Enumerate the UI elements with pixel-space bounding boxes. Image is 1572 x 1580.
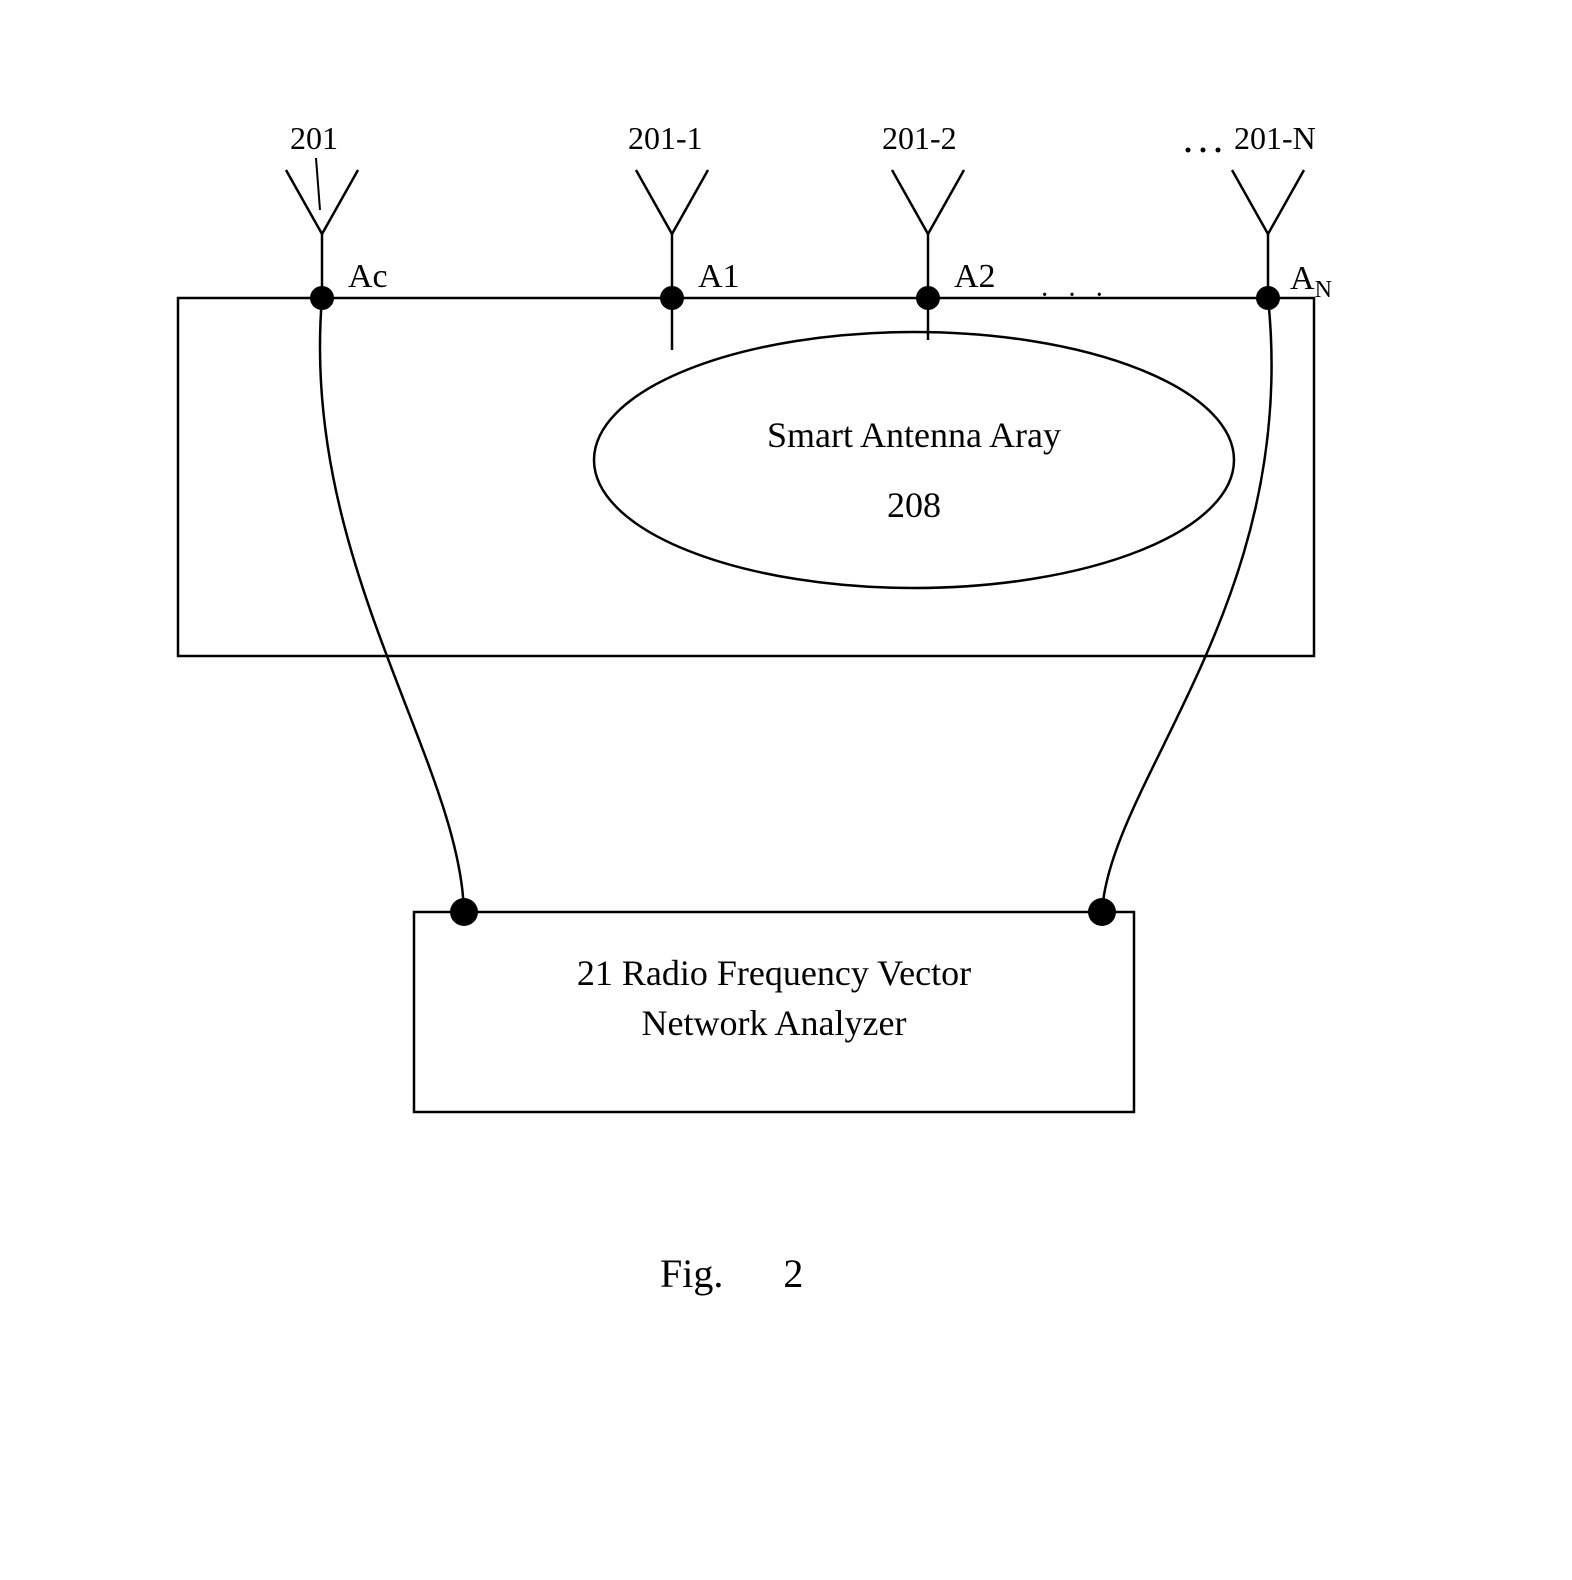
port-ac: Ac	[348, 258, 388, 296]
antenna-a2	[892, 170, 964, 340]
ellipsis-a2-an: ···	[1040, 280, 1122, 312]
fig-caption: Fig. 2	[660, 1250, 803, 1297]
lead-201	[316, 158, 320, 210]
ellipse-line2: 208	[594, 484, 1234, 526]
analyzer-line2: Network Analyzer	[414, 1002, 1134, 1044]
cable-left	[320, 298, 464, 912]
ellipse-line1: Smart Antenna Aray	[594, 414, 1234, 456]
ref-201: 201	[290, 120, 338, 157]
cable-right	[1102, 298, 1272, 912]
port-an: AN	[1290, 260, 1332, 304]
ref-201-1: 201-1	[628, 120, 703, 157]
lead-201n-dots	[1186, 148, 1221, 153]
ref-201-2: 201-2	[882, 120, 957, 157]
ref-201-n: 201-N	[1234, 120, 1316, 157]
diagram-svg	[0, 0, 1572, 1575]
port-a1: A1	[698, 258, 740, 296]
analyzer-line1: 21 Radio Frequency Vector	[414, 952, 1134, 994]
port-a2: A2	[954, 258, 996, 296]
smart-antenna-ellipse	[594, 332, 1234, 588]
